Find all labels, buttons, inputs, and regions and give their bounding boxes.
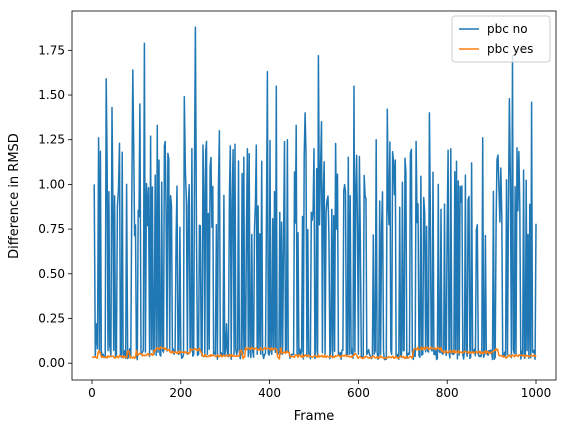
y-tick-label: 1.50 [38,88,65,102]
legend-box [451,15,551,63]
y-tick-label: 0.00 [38,356,65,370]
y-tick-label: 1.00 [38,177,65,191]
series-line-pbc-yes [91,346,537,360]
x-tick-label: 400 [258,386,281,400]
x-tick-label: 0 [88,386,96,400]
x-tick-label: 600 [347,386,370,400]
y-axis-label: Difference in RMSD [7,133,22,259]
y-axis: 0.00 0.25 0.50 0.75 1.00 1.25 1.50 1.75 [38,43,72,370]
plot-series [91,26,537,361]
legend-label: pbc yes [487,42,533,56]
y-tick-label: 1.75 [38,43,65,57]
x-tick-label: 1000 [521,386,552,400]
x-axis-label: Frame [294,409,335,424]
y-tick-label: 0.50 [38,267,65,281]
legend: pbc no pbc yes [451,15,551,63]
plot-frame [71,10,557,381]
x-tick-label: 800 [436,386,459,400]
y-tick-label: 0.75 [38,222,65,236]
series-line-pbc-no [93,26,537,361]
x-axis: 0 200 400 600 800 1000 [88,380,551,400]
y-tick-label: 0.25 [38,312,65,326]
y-tick-label: 1.25 [38,133,65,147]
x-tick-label: 200 [169,386,192,400]
legend-label: pbc no [487,22,528,36]
